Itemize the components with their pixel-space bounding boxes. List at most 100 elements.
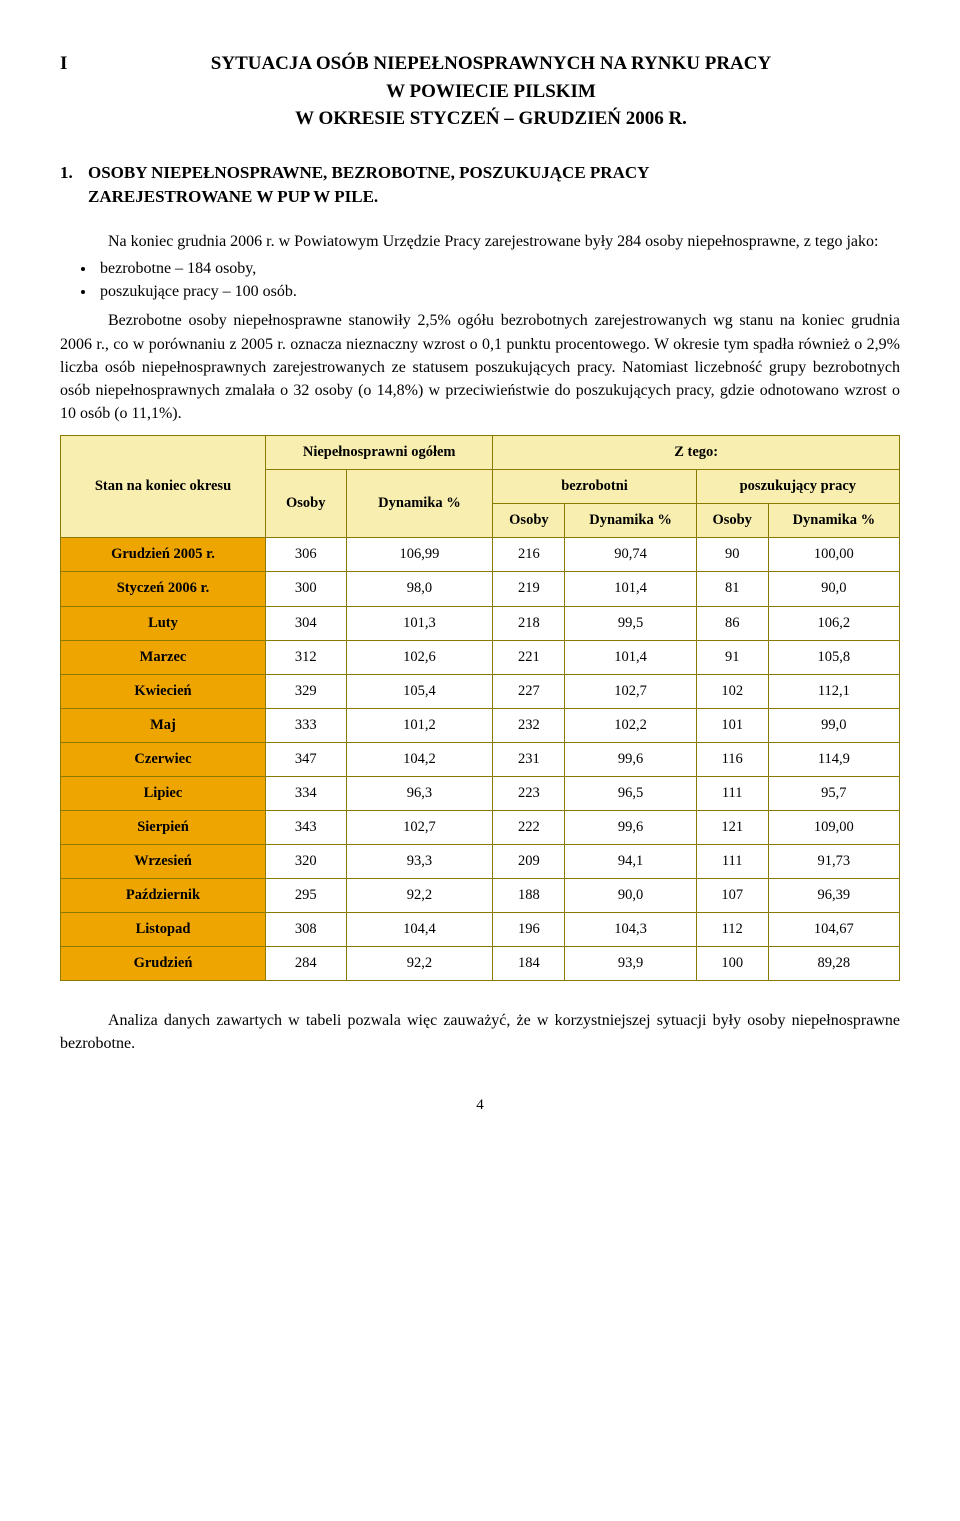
table-cell: 196	[493, 912, 565, 946]
table-cell: 306	[265, 538, 346, 572]
table-row: Kwiecień329105,4227102,7102112,1	[61, 674, 900, 708]
table-row: Październik29592,218890,010796,39	[61, 878, 900, 912]
table-cell: 112,1	[768, 674, 899, 708]
table-cell: 90,0	[768, 572, 899, 606]
table-cell: 101,4	[565, 572, 696, 606]
footer-paragraph: Analiza danych zawartych w tabeli pozwal…	[60, 1009, 900, 1055]
table-cell: 100	[696, 946, 768, 980]
table-cell: 89,28	[768, 946, 899, 980]
table-cell: 101,3	[346, 606, 493, 640]
table-cell: 102,7	[565, 674, 696, 708]
table-cell: 91	[696, 640, 768, 674]
row-label: Sierpień	[61, 810, 266, 844]
table-cell: 116	[696, 742, 768, 776]
table-cell: 93,9	[565, 946, 696, 980]
table-cell: 107	[696, 878, 768, 912]
table-cell: 334	[265, 776, 346, 810]
table-cell: 188	[493, 878, 565, 912]
table-cell: 105,8	[768, 640, 899, 674]
table-row: Styczeń 2006 r.30098,0219101,48190,0	[61, 572, 900, 606]
table-cell: 99,5	[565, 606, 696, 640]
table-cell: 96,39	[768, 878, 899, 912]
th-bezrobotni: bezrobotni	[493, 470, 696, 504]
table-cell: 102,6	[346, 640, 493, 674]
table-cell: 90,0	[565, 878, 696, 912]
table-row: Luty304101,321899,586106,2	[61, 606, 900, 640]
table-cell: 284	[265, 946, 346, 980]
table-body: Grudzień 2005 r.306106,9921690,7490100,0…	[61, 538, 900, 980]
table-cell: 329	[265, 674, 346, 708]
table-row: Marzec312102,6221101,491105,8	[61, 640, 900, 674]
table-cell: 216	[493, 538, 565, 572]
table-cell: 102,2	[565, 708, 696, 742]
heading-line-2: W POWIECIE PILSKIM	[82, 78, 900, 106]
intro-paragraph-2: Bezrobotne osoby niepełnosprawne stanowi…	[60, 309, 900, 425]
table-cell: 104,3	[565, 912, 696, 946]
th-osoby-1: Osoby	[265, 470, 346, 538]
heading-roman: I	[60, 50, 82, 133]
row-label: Maj	[61, 708, 266, 742]
table-cell: 99,6	[565, 810, 696, 844]
row-label: Wrzesień	[61, 844, 266, 878]
table-cell: 347	[265, 742, 346, 776]
table-row: Listopad308104,4196104,3112104,67	[61, 912, 900, 946]
intro-bullet-list: bezrobotne – 184 osoby, poszukujące prac…	[60, 257, 900, 303]
bullet-item-2: poszukujące pracy – 100 osób.	[96, 280, 900, 303]
table-row: Lipiec33496,322396,511195,7	[61, 776, 900, 810]
table-cell: 304	[265, 606, 346, 640]
heading-line-3: W OKRESIE STYCZEŃ – GRUDZIEŃ 2006 R.	[82, 105, 900, 133]
table-cell: 81	[696, 572, 768, 606]
table-cell: 209	[493, 844, 565, 878]
table-cell: 219	[493, 572, 565, 606]
table-cell: 232	[493, 708, 565, 742]
table-cell: 111	[696, 776, 768, 810]
table-cell: 102	[696, 674, 768, 708]
row-label: Styczeń 2006 r.	[61, 572, 266, 606]
table-cell: 90,74	[565, 538, 696, 572]
table-cell: 100,00	[768, 538, 899, 572]
data-table: Stan na koniec okresu Niepełnosprawni og…	[60, 435, 900, 980]
row-label: Grudzień 2005 r.	[61, 538, 266, 572]
table-cell: 101,4	[565, 640, 696, 674]
th-poszukujacy: poszukujący pracy	[696, 470, 899, 504]
table-cell: 99,0	[768, 708, 899, 742]
table-cell: 111	[696, 844, 768, 878]
row-label: Luty	[61, 606, 266, 640]
table-cell: 109,00	[768, 810, 899, 844]
table-cell: 104,67	[768, 912, 899, 946]
row-label: Czerwiec	[61, 742, 266, 776]
row-label: Listopad	[61, 912, 266, 946]
table-row: Sierpień343102,722299,6121109,00	[61, 810, 900, 844]
table-cell: 86	[696, 606, 768, 640]
th-dyn-3: Dynamika %	[768, 504, 899, 538]
table-row: Maj333101,2232102,210199,0	[61, 708, 900, 742]
table-cell: 95,7	[768, 776, 899, 810]
row-label: Lipiec	[61, 776, 266, 810]
th-dyn-1: Dynamika %	[346, 470, 493, 538]
row-label: Grudzień	[61, 946, 266, 980]
table-row: Grudzień 2005 r.306106,9921690,7490100,0…	[61, 538, 900, 572]
bullet-item-1: bezrobotne – 184 osoby,	[96, 257, 900, 280]
table-cell: 312	[265, 640, 346, 674]
th-osoby-2: Osoby	[493, 504, 565, 538]
th-niep-ogolem: Niepełnosprawni ogółem	[265, 436, 492, 470]
main-heading: I SYTUACJA OSÓB NIEPEŁNOSPRAWNYCH NA RYN…	[60, 50, 900, 133]
table-cell: 104,4	[346, 912, 493, 946]
section-title-l2: ZAREJESTROWANE W PUP W PILE.	[60, 185, 900, 210]
section-1-title: 1.OSOBY NIEPEŁNOSPRAWNE, BEZROBOTNE, POS…	[60, 161, 900, 210]
table-cell: 96,5	[565, 776, 696, 810]
table-cell: 231	[493, 742, 565, 776]
table-cell: 295	[265, 878, 346, 912]
page-number: 4	[60, 1095, 900, 1117]
table-cell: 94,1	[565, 844, 696, 878]
table-cell: 93,3	[346, 844, 493, 878]
section-title-l1: OSOBY NIEPEŁNOSPRAWNE, BEZROBOTNE, POSZU…	[88, 163, 649, 182]
th-stan: Stan na koniec okresu	[61, 436, 266, 538]
th-dyn-2: Dynamika %	[565, 504, 696, 538]
table-cell: 101,2	[346, 708, 493, 742]
table-cell: 98,0	[346, 572, 493, 606]
table-cell: 104,2	[346, 742, 493, 776]
table-row: Grudzień28492,218493,910089,28	[61, 946, 900, 980]
table-cell: 92,2	[346, 946, 493, 980]
table-cell: 114,9	[768, 742, 899, 776]
